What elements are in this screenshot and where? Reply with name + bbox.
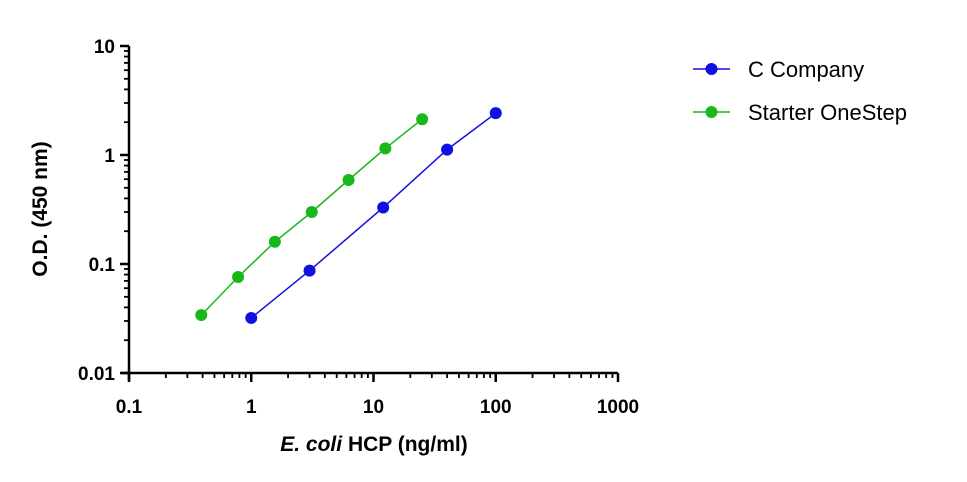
x-tick-label: 100 bbox=[480, 397, 512, 418]
data-point bbox=[377, 201, 390, 214]
y-tick-label: 1 bbox=[104, 146, 115, 167]
data-point bbox=[379, 142, 392, 155]
data-point bbox=[303, 264, 316, 277]
data-point bbox=[416, 113, 429, 126]
data-point bbox=[268, 235, 281, 248]
data-point bbox=[195, 309, 208, 322]
x-tick-label: 10 bbox=[363, 397, 384, 418]
x-tick-label: 1000 bbox=[597, 397, 639, 418]
data-point bbox=[342, 173, 355, 186]
legend-marker bbox=[705, 106, 718, 118]
data-point bbox=[232, 270, 245, 283]
series-line bbox=[250, 112, 497, 319]
legend: C Company Starter OneStep bbox=[693, 57, 907, 125]
data-point bbox=[489, 107, 502, 120]
legend-label: Starter OneStep bbox=[748, 100, 907, 125]
y-tick-label: 0.1 bbox=[89, 255, 116, 276]
data-point bbox=[441, 143, 454, 156]
x-axis-title-italic: E. coli bbox=[280, 433, 343, 456]
x-axis-title-rest: HCP (ng/ml) bbox=[342, 433, 468, 456]
x-axis-title: E. coli HCP (ng/ml) bbox=[280, 433, 467, 456]
data-point bbox=[245, 311, 258, 324]
legend-label: C Company bbox=[748, 57, 864, 82]
legend-marker bbox=[705, 63, 718, 75]
y-axis-title: O.D. (450 nm) bbox=[29, 141, 52, 276]
data-marks bbox=[195, 107, 502, 324]
x-tick-label: 0.1 bbox=[116, 397, 143, 418]
x-tick-label: 1 bbox=[246, 397, 257, 418]
y-tick-label: 0.01 bbox=[78, 364, 115, 385]
data-point bbox=[305, 205, 318, 218]
y-tick-label: 10 bbox=[94, 37, 115, 58]
